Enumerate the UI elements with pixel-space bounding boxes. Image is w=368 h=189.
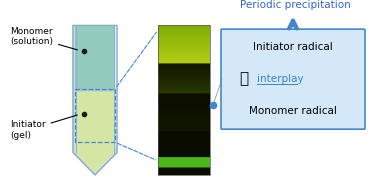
Text: Monomer
(solution): Monomer (solution) <box>10 27 77 50</box>
Text: interplay: interplay <box>257 74 304 84</box>
Text: Monomer radical: Monomer radical <box>249 106 337 116</box>
FancyBboxPatch shape <box>221 29 365 129</box>
Text: Initiator
(gel): Initiator (gel) <box>10 115 77 140</box>
Text: 🤝: 🤝 <box>240 72 248 87</box>
Polygon shape <box>75 91 115 173</box>
FancyArrowPatch shape <box>289 21 297 29</box>
Text: Periodic precipitation: Periodic precipitation <box>240 0 350 9</box>
Polygon shape <box>75 25 115 91</box>
Polygon shape <box>73 25 117 175</box>
Text: Initiator radical: Initiator radical <box>253 42 333 52</box>
Polygon shape <box>115 25 117 148</box>
